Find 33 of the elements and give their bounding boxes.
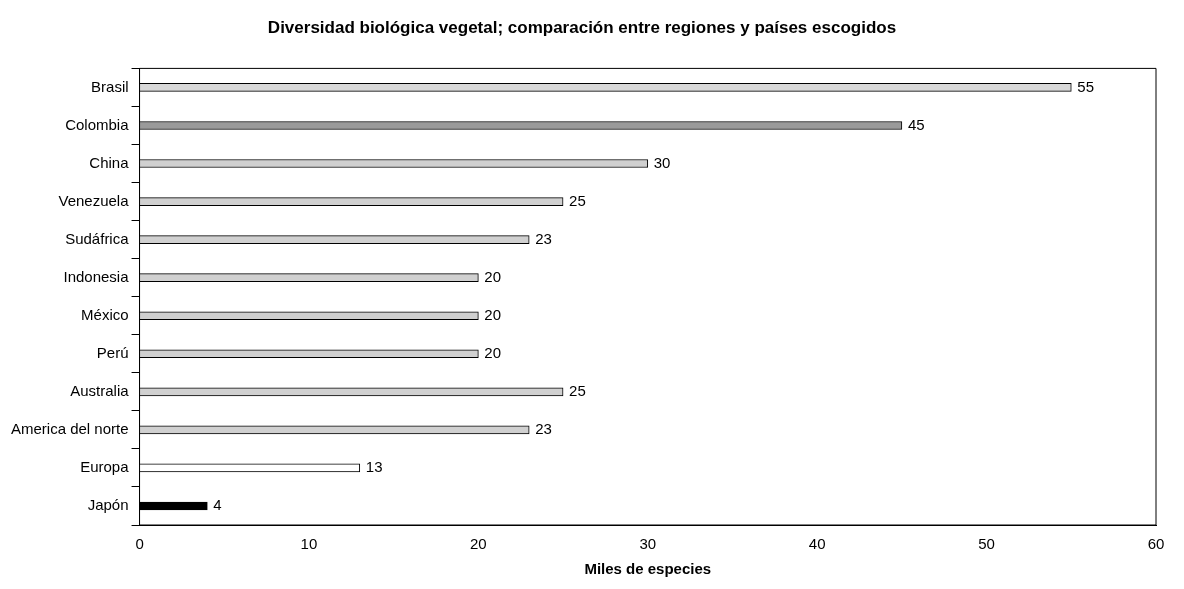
x-axis-title: Miles de especies xyxy=(584,560,712,578)
x-tick-label: 20 xyxy=(470,535,487,553)
x-tick-label: 30 xyxy=(639,535,657,553)
y-tick-label: Venezuela xyxy=(58,191,130,209)
data-label: 25 xyxy=(569,191,586,209)
x-tick-label: 10 xyxy=(300,535,318,553)
x-tick-label: 0 xyxy=(135,535,144,553)
data-label: 13 xyxy=(365,458,383,476)
data-label: 23 xyxy=(535,420,552,438)
y-tick-label: America del norte xyxy=(10,420,129,438)
x-tick-label: 50 xyxy=(978,535,995,553)
y-tick-label: Indonesia xyxy=(63,267,130,285)
y-tick-label: Brasil xyxy=(91,77,129,95)
y-tick-label: Perú xyxy=(96,343,129,361)
data-label: 55 xyxy=(1077,77,1094,95)
data-label: 20 xyxy=(484,267,502,285)
data-label: 23 xyxy=(535,229,552,247)
y-tick-label: Australia xyxy=(70,381,130,399)
y-tick-label: Sudáfrica xyxy=(65,229,130,247)
data-label: 20 xyxy=(484,305,502,323)
data-label: 4 xyxy=(213,496,222,514)
x-tick-label: 40 xyxy=(808,535,826,553)
data-label: 30 xyxy=(653,153,671,171)
y-tick-label: Colombia xyxy=(65,115,130,133)
chart-title: Diversidad biológica vegetal; comparación entre regiones y países escogidos xyxy=(267,17,897,37)
data-label: 20 xyxy=(484,343,502,361)
y-tick-label: Europa xyxy=(80,458,130,476)
x-tick-label: 60 xyxy=(1147,535,1165,553)
y-tick-label: China xyxy=(89,153,130,171)
y-tick-label: Japón xyxy=(87,496,129,514)
y-tick-label: México xyxy=(81,305,129,323)
data-label: 25 xyxy=(569,381,586,399)
data-label: 45 xyxy=(907,115,925,133)
